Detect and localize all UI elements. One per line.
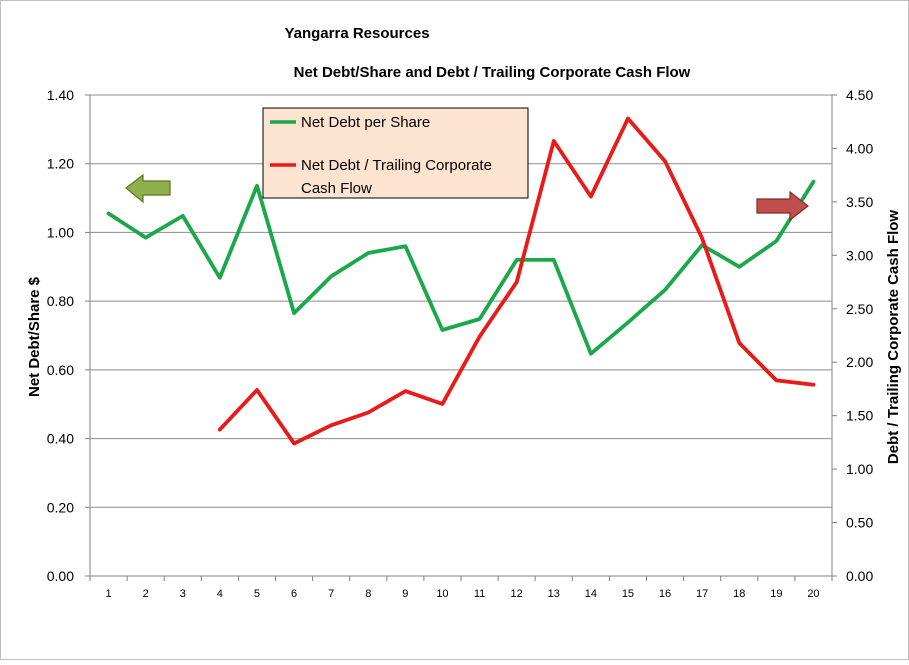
x-tick-label: 12: [511, 588, 523, 600]
left-tick-label: 1.40: [47, 87, 74, 103]
x-tick-label: 5: [254, 588, 260, 600]
left-tick-label: 0.40: [47, 431, 74, 447]
x-tick-label: 1: [105, 588, 111, 600]
x-tick-label: 14: [585, 588, 597, 600]
x-tick-label: 16: [659, 588, 671, 600]
right-tick-label: 1.00: [846, 461, 873, 477]
x-tick-label: 20: [807, 588, 819, 600]
series-lines: [106, 116, 816, 446]
chart-subtitle: Net Debt/Share and Debt / Trailing Corpo…: [294, 64, 691, 81]
left-tick-label: 1.20: [47, 156, 74, 172]
x-tick-label: 9: [402, 588, 408, 600]
right-tick-label: 0.00: [846, 568, 873, 584]
left-arrow-icon: [125, 173, 171, 204]
right-tick-label: 4.50: [846, 87, 873, 103]
right-tick-label: 2.00: [846, 354, 873, 370]
left-tick-label: 1.00: [47, 224, 74, 240]
left-axis-ticks: 0.00 0.20 0.40 0.60 0.80 1.00 1.20 1.40: [47, 87, 90, 584]
series-line-net-debt-per-share: [106, 179, 816, 356]
x-tick-label: 11: [474, 588, 485, 600]
x-tick-label: 15: [622, 588, 634, 600]
x-tick-label: 7: [328, 588, 334, 600]
x-tick-label: 13: [548, 588, 560, 600]
legend-label-debt-to-cash-flow-line2: Cash Flow: [301, 180, 372, 197]
x-tick-label: 8: [365, 588, 371, 600]
right-tick-label: 3.00: [846, 247, 873, 263]
left-tick-label: 0.60: [47, 362, 74, 378]
right-tick-label: 0.50: [846, 515, 873, 531]
right-tick-label: 3.50: [846, 194, 873, 210]
x-tick-label: 17: [696, 588, 708, 600]
y-axis-label-left: Net Debt/Share $: [26, 276, 43, 397]
x-tick-label: 18: [733, 588, 745, 600]
x-axis-ticks: 1 2 3 4 5 6 7 8 9 10 11 12 13 14 15 16 17 18 19 20: [89, 576, 833, 600]
y-axis-label-right: Debt / Trailing Corporate Cash Flow: [885, 210, 902, 465]
x-tick-label: 3: [180, 588, 186, 600]
chart-title: Yangarra Resources: [284, 25, 429, 42]
left-tick-label: 0.00: [47, 568, 74, 584]
axis-arrows: [125, 173, 809, 222]
x-tick-label: 6: [291, 588, 297, 600]
x-tick-label: 2: [143, 588, 149, 600]
legend-box: [262, 107, 529, 199]
left-tick-label: 0.80: [47, 293, 74, 309]
legend-label-net-debt-per-share: Net Debt per Share: [301, 114, 430, 131]
series-line-debt-to-cash-flow: [217, 116, 816, 446]
right-tick-label: 2.50: [846, 301, 873, 317]
right-tick-label: 1.50: [846, 408, 873, 424]
x-tick-label: 4: [217, 588, 223, 600]
legend: Net Debt per Share Net Debt / Trailing C…: [262, 107, 529, 199]
x-tick-label: 19: [770, 588, 782, 600]
left-tick-label: 0.20: [47, 499, 74, 515]
right-axis-ticks: 0.00 0.50 1.00 1.50 2.00 2.50 3.00 3.50 4.00 4.50: [832, 87, 873, 584]
right-arrow-icon: [756, 190, 809, 222]
x-tick-label: 10: [436, 588, 448, 600]
right-tick-label: 4.00: [846, 140, 873, 156]
legend-label-debt-to-cash-flow-line1: Net Debt / Trailing Corporate: [301, 157, 492, 174]
